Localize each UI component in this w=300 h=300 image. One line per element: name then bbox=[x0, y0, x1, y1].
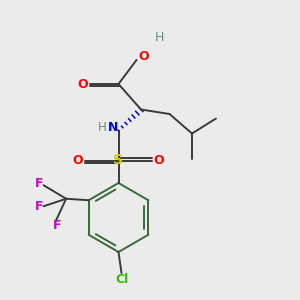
Text: N: N bbox=[108, 121, 118, 134]
Text: F: F bbox=[35, 177, 44, 190]
Text: H: H bbox=[154, 31, 164, 44]
Text: H: H bbox=[98, 121, 106, 134]
Text: O: O bbox=[73, 154, 83, 167]
Text: O: O bbox=[154, 154, 164, 167]
Text: F: F bbox=[53, 219, 62, 232]
Text: O: O bbox=[139, 50, 149, 64]
Text: O: O bbox=[77, 77, 88, 91]
Text: S: S bbox=[113, 154, 124, 167]
Text: F: F bbox=[35, 200, 44, 213]
Text: Cl: Cl bbox=[115, 273, 128, 286]
